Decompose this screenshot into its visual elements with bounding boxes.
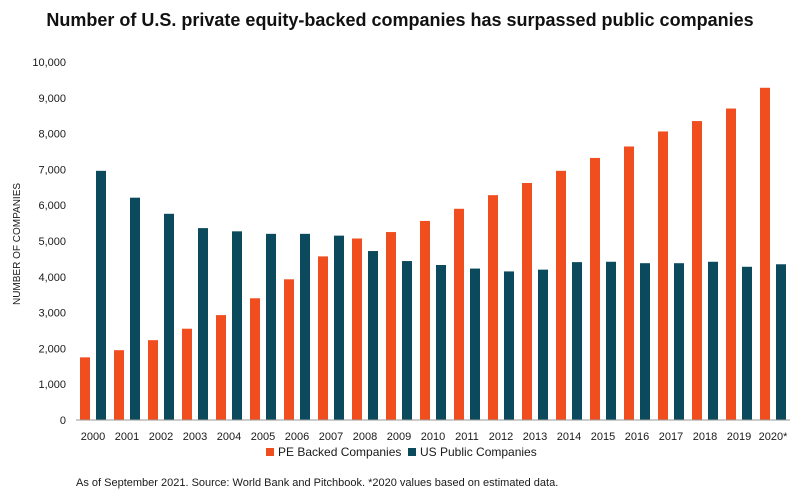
bar-pe-backed (182, 328, 192, 420)
bar-us-public (402, 261, 412, 420)
bar-us-public (606, 261, 616, 420)
legend-label-us-public: US Public Companies (420, 445, 537, 459)
x-tick-label: 2011 (455, 431, 479, 443)
bar-pe-backed (352, 238, 362, 420)
bar-us-public (504, 271, 514, 420)
bar-us-public (198, 228, 208, 420)
bar-pe-backed (114, 350, 124, 420)
x-tick-label: 2010 (421, 431, 445, 443)
y-tick-label: 3,000 (38, 308, 66, 320)
legend-swatch-us-public (408, 448, 416, 456)
y-tick-label: 7,000 (38, 164, 66, 176)
legend-label-pe-backed: PE Backed Companies (278, 445, 401, 459)
bar-pe-backed (590, 157, 600, 420)
bar-pe-backed (522, 183, 532, 420)
bar-pe-backed (658, 131, 668, 420)
bar-us-public (164, 213, 174, 420)
x-tick-label: 2002 (149, 431, 173, 443)
x-tick-label: 2007 (319, 431, 343, 443)
y-tick-label: 0 (60, 415, 66, 427)
y-tick-label: 8,000 (38, 129, 66, 141)
bar-pe-backed (318, 256, 328, 420)
bar-pe-backed (488, 195, 498, 420)
x-tick-label: 2003 (183, 431, 207, 443)
bar-us-public (674, 263, 684, 420)
bar-us-public (742, 266, 752, 420)
y-tick-label: 9,000 (38, 93, 66, 105)
bar-pe-backed (726, 108, 736, 420)
bar-pe-backed (386, 232, 396, 420)
bar-pe-backed (556, 170, 566, 420)
x-tick-label: 2001 (115, 431, 139, 443)
x-tick-label: 2006 (285, 431, 309, 443)
x-tick-label: 2009 (387, 431, 411, 443)
bar-us-public (776, 264, 786, 420)
bar-pe-backed (454, 208, 464, 420)
bar-pe-backed (692, 121, 702, 420)
bar-us-public (572, 262, 582, 420)
x-tick-label: 2008 (353, 431, 377, 443)
footnote: As of September 2021. Source: World Bank… (76, 477, 559, 489)
y-tick-label: 10,000 (32, 57, 66, 69)
x-tick-label: 2004 (217, 431, 241, 443)
bar-us-public (368, 251, 378, 420)
x-tick-label: 2015 (591, 431, 615, 443)
y-tick-label: 4,000 (38, 272, 66, 284)
legend: PE Backed Companies US Public Companies (266, 445, 537, 459)
x-tick-label: 2016 (625, 431, 649, 443)
bar-us-public (130, 197, 140, 420)
bar-pe-backed (284, 279, 294, 420)
x-tick-label: 2014 (557, 431, 581, 443)
x-tick-label: 2012 (489, 431, 513, 443)
bar-us-public (436, 264, 446, 420)
bar-us-public (300, 233, 310, 420)
y-tick-label: 5,000 (38, 236, 66, 248)
y-axis-ticks: 0 1,000 2,000 3,000 4,000 5,000 6,000 7,000 8,00… (32, 57, 66, 427)
y-tick-label: 1,000 (38, 379, 66, 391)
y-axis-title: NUMBER OF COMPANIES (12, 183, 23, 305)
y-tick-label: 6,000 (38, 200, 66, 212)
x-tick-label: 2020* (759, 431, 788, 443)
bar-pe-backed (624, 146, 634, 420)
x-tick-label: 2000 (81, 431, 105, 443)
bar-us-public (266, 233, 276, 420)
x-axis-ticks: 2000 2001 2002 2003 2004 2005 2006 2007 2008 2009… (81, 431, 788, 443)
bar-us-public (640, 263, 650, 420)
bar-pe-backed (80, 357, 90, 420)
bar-us-public (334, 235, 344, 420)
bar-pe-backed (148, 340, 158, 420)
bars-group (80, 87, 786, 420)
bar-us-public (538, 269, 548, 420)
y-tick-label: 2,000 (38, 343, 66, 355)
x-tick-label: 2018 (693, 431, 717, 443)
bar-us-public (470, 268, 480, 420)
bar-us-public (708, 261, 718, 420)
bar-pe-backed (420, 220, 430, 420)
bar-us-public (232, 231, 242, 420)
bar-pe-backed (250, 298, 260, 420)
x-tick-label: 2005 (251, 431, 275, 443)
chart-title: Number of U.S. private equity-backed com… (46, 10, 754, 30)
bar-pe-backed (760, 87, 770, 420)
legend-swatch-pe-backed (266, 448, 274, 456)
bar-pe-backed (216, 315, 226, 420)
x-tick-label: 2017 (659, 431, 683, 443)
bar-us-public (96, 170, 106, 420)
x-tick-label: 2013 (523, 431, 547, 443)
x-tick-label: 2019 (727, 431, 751, 443)
